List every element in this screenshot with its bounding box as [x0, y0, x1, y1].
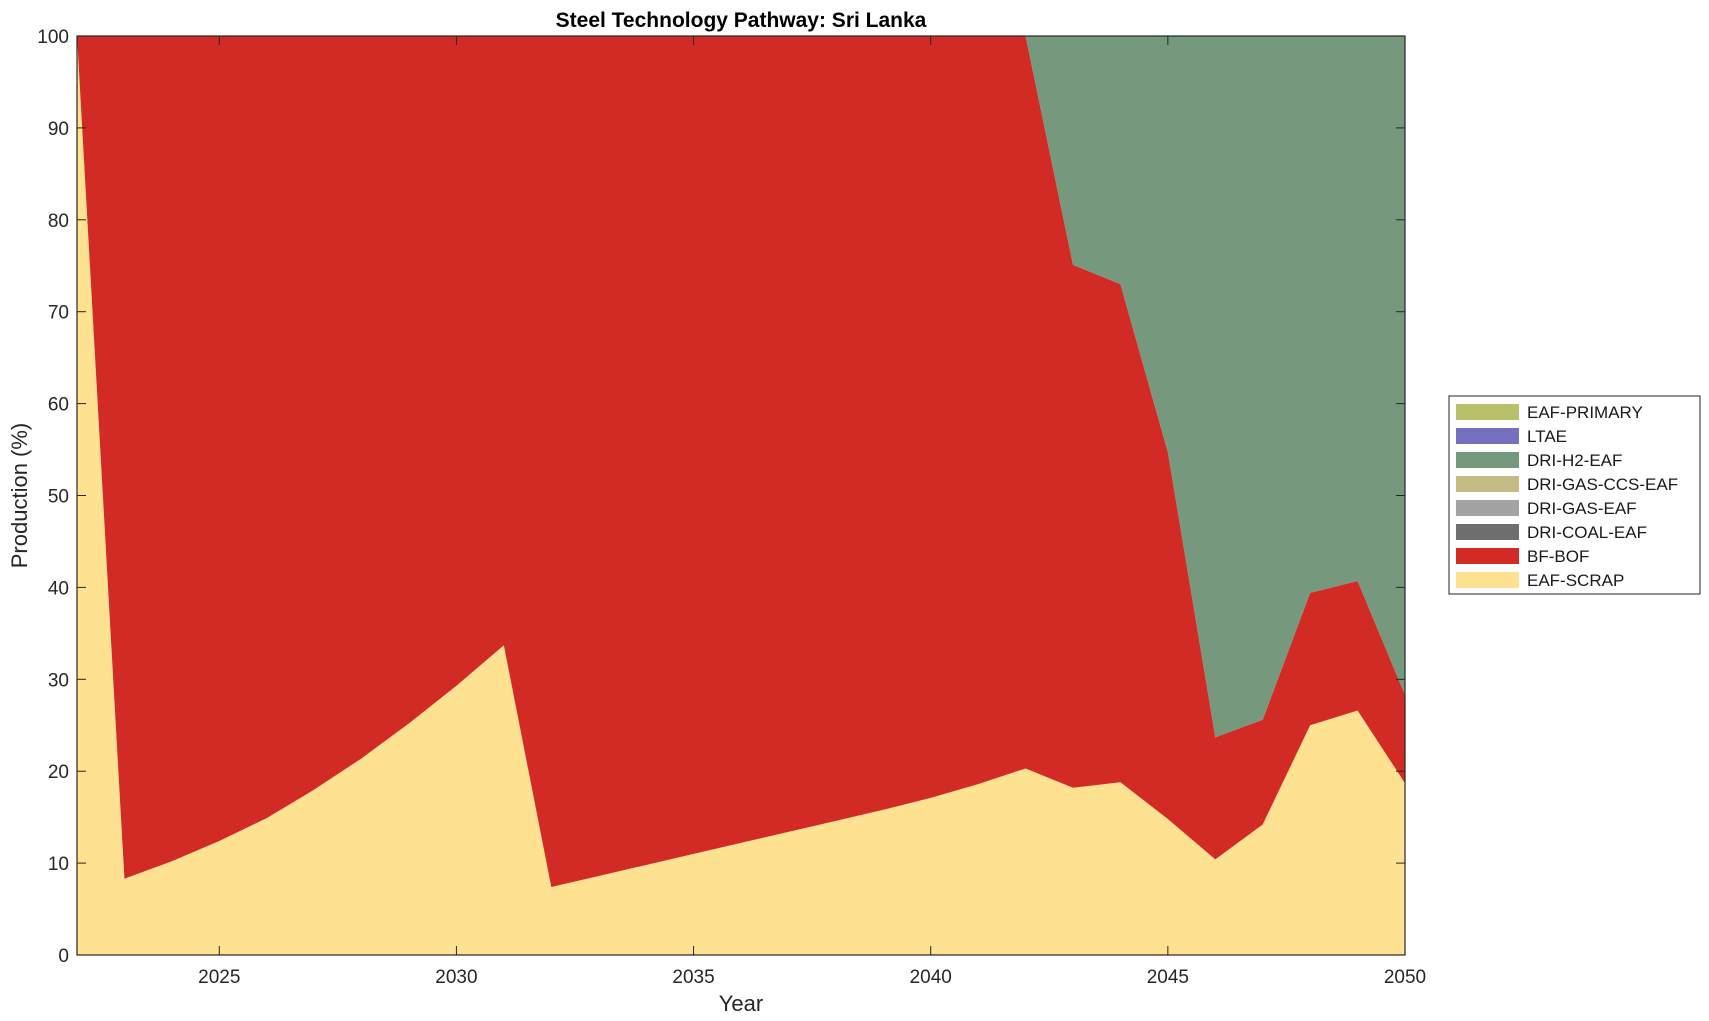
- legend-swatch-ltae: [1456, 428, 1519, 444]
- x-axis-label: Year: [719, 991, 763, 1016]
- y-tick-label: 30: [48, 670, 69, 691]
- legend-label-eaf-primary: EAF-PRIMARY: [1527, 403, 1643, 422]
- legend-swatch-bf-bof: [1456, 548, 1519, 564]
- legend: EAF-PRIMARY LTAE DRI-H2-EAF DRI-GAS-CCS-EAF…: [1448, 395, 1701, 595]
- x-tick-label: 2030: [435, 967, 477, 988]
- legend-swatch-dri-h2-eaf: [1456, 452, 1519, 468]
- x-tick-label: 2025: [198, 967, 240, 988]
- legend-label-dri-h2-eaf: DRI-H2-EAF: [1527, 451, 1622, 470]
- chart-title: Steel Technology Pathway: Sri Lanka: [556, 9, 927, 32]
- x-tick-label: 2035: [672, 967, 714, 988]
- x-tick-label: 2040: [910, 967, 952, 988]
- y-tick-label: 60: [48, 395, 69, 416]
- area-bf-bof: [77, 36, 1405, 887]
- legend-swatch-dri-gas-ccs-eaf: [1456, 476, 1519, 492]
- area-dri-h2-eaf: [77, 36, 1405, 738]
- x-tick-label: 2050: [1384, 967, 1426, 988]
- legend-swatch-dri-gas-eaf: [1456, 500, 1519, 516]
- y-tick-label: 40: [48, 578, 69, 599]
- y-tick-label: 50: [48, 487, 69, 508]
- legend-swatch-eaf-primary: [1456, 404, 1519, 420]
- y-tick-label: 20: [48, 762, 69, 783]
- legend-label-ltae: LTAE: [1527, 427, 1567, 446]
- y-tick-label: 10: [48, 854, 69, 875]
- y-tick-label: 100: [37, 27, 69, 48]
- stacked-areas: [77, 36, 1405, 955]
- legend-label-bf-bof: BF-BOF: [1527, 547, 1589, 566]
- legend-label-eaf-scrap: EAF-SCRAP: [1527, 571, 1624, 590]
- plot-frame: [76, 35, 1406, 956]
- legend-label-dri-gas-ccs-eaf: DRI-GAS-CCS-EAF: [1527, 475, 1678, 494]
- x-tick-label: 2045: [1147, 967, 1189, 988]
- area-eaf-scrap: [77, 36, 1405, 955]
- y-axis-label: Production (%): [7, 423, 32, 569]
- y-tick-label: 70: [48, 303, 69, 324]
- y-tick-label: 0: [58, 946, 69, 967]
- legend-swatch-dri-coal-eaf: [1456, 524, 1519, 540]
- y-tick-label: 80: [48, 211, 69, 232]
- axis-ticks: 2025 2030 2035 2040 2045 20500102030405060708…: [37, 27, 1426, 988]
- legend-label-dri-coal-eaf: DRI-COAL-EAF: [1527, 523, 1647, 542]
- y-tick-label: 90: [48, 119, 69, 140]
- legend-label-dri-gas-eaf: DRI-GAS-EAF: [1527, 499, 1637, 518]
- legend-swatch-eaf-scrap: [1456, 572, 1519, 588]
